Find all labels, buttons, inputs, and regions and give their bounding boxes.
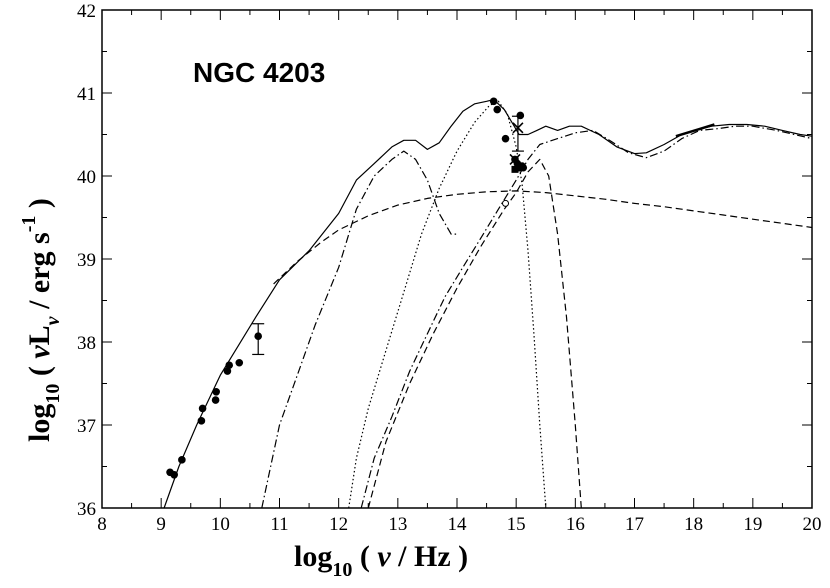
x-axis-open: ( (352, 540, 377, 573)
data-point (235, 358, 244, 367)
y-tick-label: 37 (77, 416, 96, 437)
x-axis-log: log (294, 540, 332, 573)
y-axis-title: log10 ( νLν / erg s-1 ) (18, 198, 64, 442)
data-point-square (511, 165, 519, 173)
x-tick-label: 11 (270, 514, 288, 535)
data-point (516, 111, 525, 120)
x-tick-label: 13 (388, 514, 407, 535)
x-tick-label: 14 (448, 514, 468, 535)
y-axis-unit: / erg s (23, 232, 56, 316)
series-dashed (273, 190, 813, 285)
data-point (489, 97, 498, 106)
data-point-open (502, 199, 510, 207)
y-axis-close: ) (23, 198, 56, 216)
x-axis-unit: / Hz ) (391, 540, 468, 573)
y-tick-label: 36 (77, 499, 96, 520)
series-dashed (367, 158, 582, 509)
y-axis-L: L (23, 325, 56, 345)
y-axis-L-subscript: ν (42, 315, 64, 325)
data-point (211, 396, 220, 404)
data-point (212, 388, 220, 396)
x-tick-label: 16 (566, 514, 585, 535)
data-point (225, 361, 234, 370)
model-curves (163, 99, 813, 509)
data-point-cross (509, 153, 521, 165)
x-axis-nu: ν (377, 540, 391, 573)
x-tick-label: 19 (743, 514, 762, 535)
data-point (197, 417, 206, 425)
y-tick-label: 38 (77, 333, 96, 354)
chart-title: NGC 4203 (193, 57, 325, 88)
data-point (493, 105, 502, 114)
x-tick-label: 20 (803, 514, 822, 535)
x-tick-label: 9 (156, 514, 166, 535)
series-dotted (348, 100, 547, 509)
data-point (501, 134, 510, 143)
series-thick (675, 123, 715, 138)
data-point (223, 367, 232, 375)
y-tick-label: 42 (77, 1, 96, 22)
data-point (178, 456, 186, 464)
x-tick-label: 8 (97, 514, 107, 535)
series-dashdot (360, 125, 813, 509)
y-axis-open: ( (23, 359, 56, 384)
x-tick-label: 18 (684, 514, 703, 535)
x-axis-log-subscript: 10 (332, 559, 352, 581)
series-solid (163, 99, 813, 509)
data-point-cross (512, 122, 524, 134)
data-point (198, 404, 207, 413)
data-point (519, 163, 528, 172)
y-axis-nu: ν (23, 345, 56, 359)
x-axis-title: log10 ( ν / Hz ) (294, 540, 468, 581)
observed-points (166, 97, 528, 479)
y-axis-unit-superscript: -1 (18, 216, 40, 233)
x-tick-label: 17 (625, 514, 644, 535)
y-axis-log: log (23, 404, 56, 442)
y-tick-label: 39 (77, 250, 96, 271)
y-tick-label: 40 (77, 167, 96, 188)
axis-ticks: 8 9 10 11 12 13 14 15 16 17 18 19 20 36 37 38 39 40 41 42 (77, 1, 822, 535)
plot-frame (101, 9, 813, 509)
series-dashdot (261, 150, 457, 509)
x-tick-label: 15 (507, 514, 526, 535)
x-tick-label: 12 (329, 514, 348, 535)
y-axis-log-subscript: 10 (42, 384, 64, 404)
data-point (170, 471, 178, 479)
x-tick-label: 10 (211, 514, 230, 535)
data-point (254, 332, 262, 340)
y-tick-label: 41 (77, 84, 96, 105)
